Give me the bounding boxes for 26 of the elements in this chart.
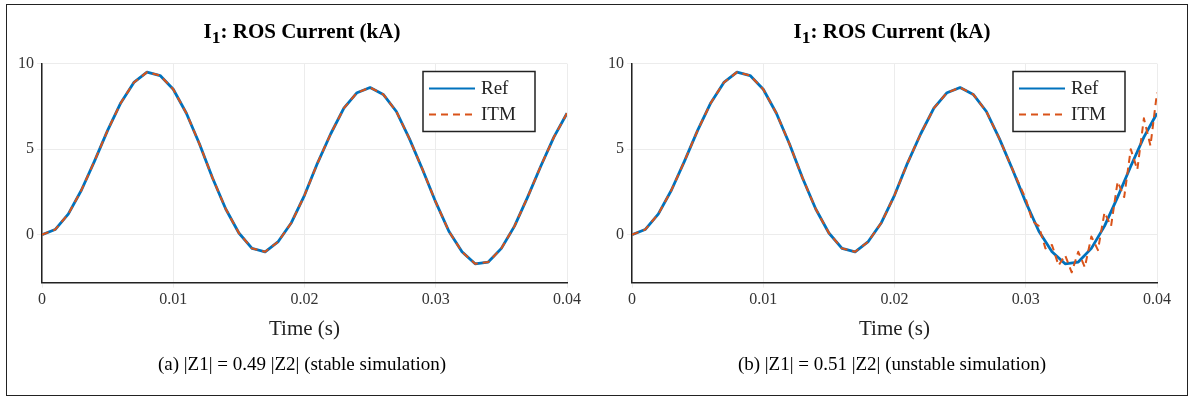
x-tick-label: 0.01 [749, 290, 778, 308]
x-tick-label: 0.03 [421, 290, 450, 308]
x-tick-label: 0 [38, 290, 46, 308]
x-tick-label: 0.02 [290, 290, 319, 308]
x-tick-label: 0.02 [880, 290, 909, 308]
text: (a) |Z1| = 0.49 |Z2| (stable simulation) [156, 353, 448, 375]
y-tick-label: 5 [26, 139, 34, 157]
y-tick-label: 5 [616, 139, 624, 157]
chart-title: I$_{1}$: ROS Current (kA) [202, 19, 402, 49]
x-axis-title: Time (s) [269, 315, 340, 340]
legend-label: Ref [1071, 76, 1100, 98]
y-tick-label: 0 [26, 224, 34, 242]
chart-title: I$_{1}$: ROS Current (kA) [792, 19, 992, 49]
legend-label: Ref [481, 76, 510, 98]
y-tick-label: 0 [616, 224, 624, 242]
x-tick-label: 0.01 [159, 290, 188, 308]
x-tick-label: 0 [628, 290, 636, 308]
x-tick-label: 0.04 [1143, 290, 1171, 308]
y-tick-label: 10 [18, 53, 34, 71]
x-tick-label: 0.03 [1011, 290, 1040, 308]
y-tick-label: 10 [608, 53, 624, 71]
text: (b) |Z1| = 0.51 |Z2| (unstable simulation) [736, 353, 1048, 375]
x-axis-title: Time (s) [859, 315, 930, 340]
x-tick-label: 0.04 [553, 290, 581, 308]
legend-label: ITM [1071, 102, 1106, 124]
legend-label: ITM [481, 102, 516, 124]
